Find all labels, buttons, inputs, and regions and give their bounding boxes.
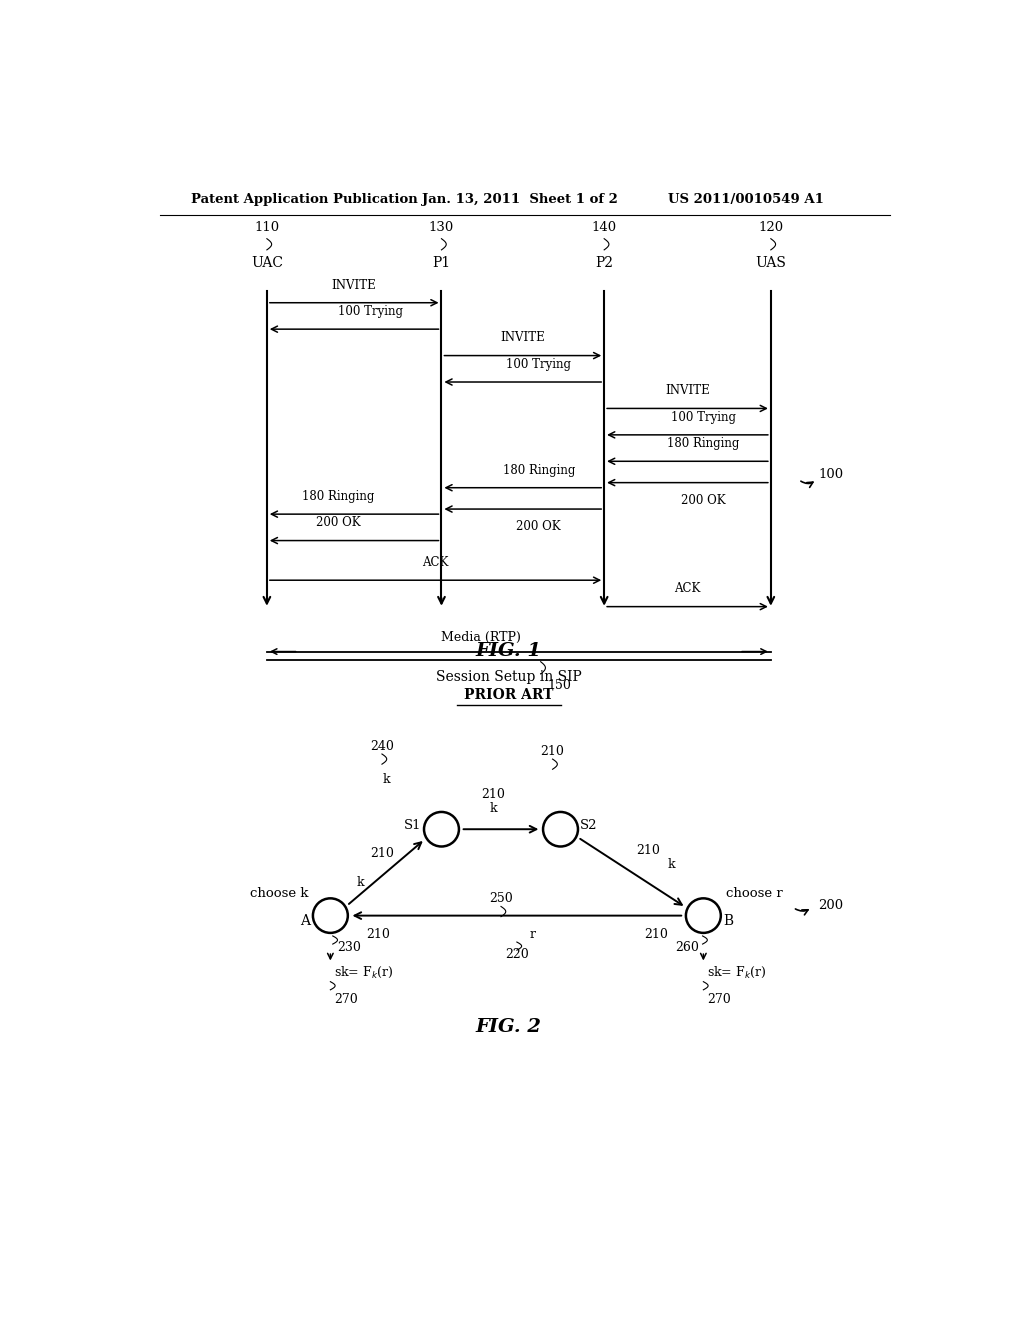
Text: 210: 210 bbox=[366, 928, 390, 941]
Text: ACK: ACK bbox=[674, 582, 700, 595]
Text: PRIOR ART: PRIOR ART bbox=[464, 688, 554, 702]
Text: 180 Ringing: 180 Ringing bbox=[302, 490, 375, 503]
Text: INVITE: INVITE bbox=[666, 384, 710, 397]
Text: 250: 250 bbox=[489, 892, 513, 906]
Text: ACK: ACK bbox=[422, 556, 449, 569]
Text: sk= F$_k$(r): sk= F$_k$(r) bbox=[334, 965, 394, 979]
Text: choose k: choose k bbox=[250, 887, 308, 900]
Text: 200 OK: 200 OK bbox=[316, 516, 360, 529]
Text: 110: 110 bbox=[254, 220, 280, 234]
Text: choose r: choose r bbox=[726, 887, 782, 900]
Text: 200: 200 bbox=[818, 899, 844, 912]
Text: 260: 260 bbox=[676, 941, 699, 954]
Text: k: k bbox=[668, 858, 676, 871]
Text: 210: 210 bbox=[481, 788, 505, 801]
Text: UAC: UAC bbox=[251, 256, 283, 271]
Text: 130: 130 bbox=[429, 220, 454, 234]
Text: B: B bbox=[723, 913, 733, 928]
Text: 140: 140 bbox=[592, 220, 616, 234]
Text: Session Setup in SIP: Session Setup in SIP bbox=[436, 669, 582, 684]
Text: 100: 100 bbox=[818, 469, 844, 480]
Text: 150: 150 bbox=[547, 678, 571, 692]
Text: 120: 120 bbox=[758, 220, 783, 234]
Text: 220: 220 bbox=[505, 948, 528, 961]
Text: FIG. 2: FIG. 2 bbox=[476, 1019, 542, 1036]
Text: INVITE: INVITE bbox=[501, 331, 545, 345]
Text: 210: 210 bbox=[541, 744, 564, 758]
Text: P1: P1 bbox=[432, 256, 451, 271]
Text: INVITE: INVITE bbox=[332, 279, 377, 292]
Text: A: A bbox=[300, 913, 310, 928]
Text: 100 Trying: 100 Trying bbox=[338, 305, 402, 318]
Text: 200 OK: 200 OK bbox=[516, 520, 561, 533]
Text: 200 OK: 200 OK bbox=[681, 494, 726, 507]
Text: P2: P2 bbox=[595, 256, 613, 271]
Text: US 2011/0010549 A1: US 2011/0010549 A1 bbox=[668, 193, 823, 206]
Text: 230: 230 bbox=[337, 941, 360, 954]
Text: UAS: UAS bbox=[756, 256, 786, 271]
Text: k: k bbox=[356, 876, 365, 890]
Text: Patent Application Publication: Patent Application Publication bbox=[191, 193, 418, 206]
Text: 270: 270 bbox=[708, 993, 731, 1006]
Text: k: k bbox=[383, 774, 390, 787]
Text: 210: 210 bbox=[644, 928, 668, 941]
Text: S1: S1 bbox=[404, 818, 422, 832]
Text: Media (RTP): Media (RTP) bbox=[441, 631, 521, 644]
Text: 100 Trying: 100 Trying bbox=[671, 411, 736, 424]
Text: FIG. 1: FIG. 1 bbox=[476, 643, 542, 660]
Text: 180 Ringing: 180 Ringing bbox=[668, 437, 739, 450]
Text: 210: 210 bbox=[370, 847, 394, 861]
Text: 240: 240 bbox=[370, 741, 394, 752]
Text: sk= F$_k$(r): sk= F$_k$(r) bbox=[708, 965, 767, 979]
Text: S2: S2 bbox=[581, 818, 598, 832]
Text: 180 Ringing: 180 Ringing bbox=[503, 463, 574, 477]
Text: 270: 270 bbox=[334, 993, 358, 1006]
Text: Jan. 13, 2011  Sheet 1 of 2: Jan. 13, 2011 Sheet 1 of 2 bbox=[422, 193, 617, 206]
Text: k: k bbox=[489, 803, 497, 814]
Text: r: r bbox=[529, 928, 536, 941]
Text: 210: 210 bbox=[636, 845, 659, 857]
Text: 100 Trying: 100 Trying bbox=[506, 358, 571, 371]
